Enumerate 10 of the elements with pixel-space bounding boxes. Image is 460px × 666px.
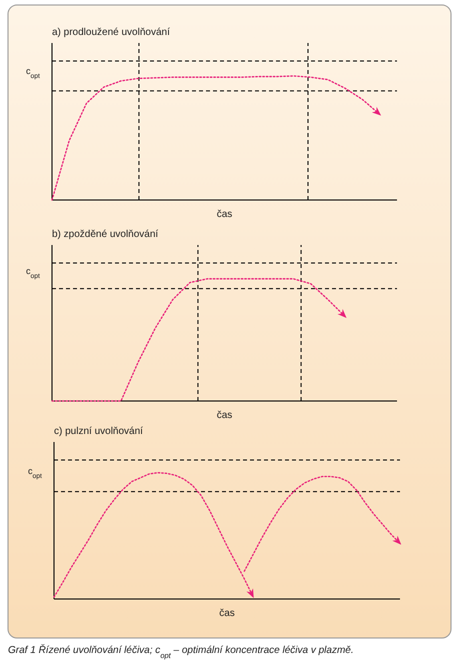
x-axis-title: čas bbox=[216, 410, 232, 421]
chart-title: a) prodloužené uvolňování bbox=[52, 27, 170, 38]
y-axis-title: c$_{opt}$ bbox=[26, 66, 40, 80]
x-axis-title: čas bbox=[219, 608, 235, 619]
x-axis-title: čas bbox=[216, 209, 232, 220]
y-axis-title: c$_{opt}$ bbox=[26, 266, 40, 280]
chart-title: b) zpožděné uvolňování bbox=[52, 229, 158, 240]
y-axis-title: c$_{opt}$ bbox=[28, 466, 42, 480]
chart-title: c) pulzní uvolňování bbox=[54, 426, 144, 437]
text: Graf 1 Řízené uvolňování léčiva; c$_{opt}$ – optimální koncentrace léčiva v plazmě. bbox=[8, 644, 354, 660]
